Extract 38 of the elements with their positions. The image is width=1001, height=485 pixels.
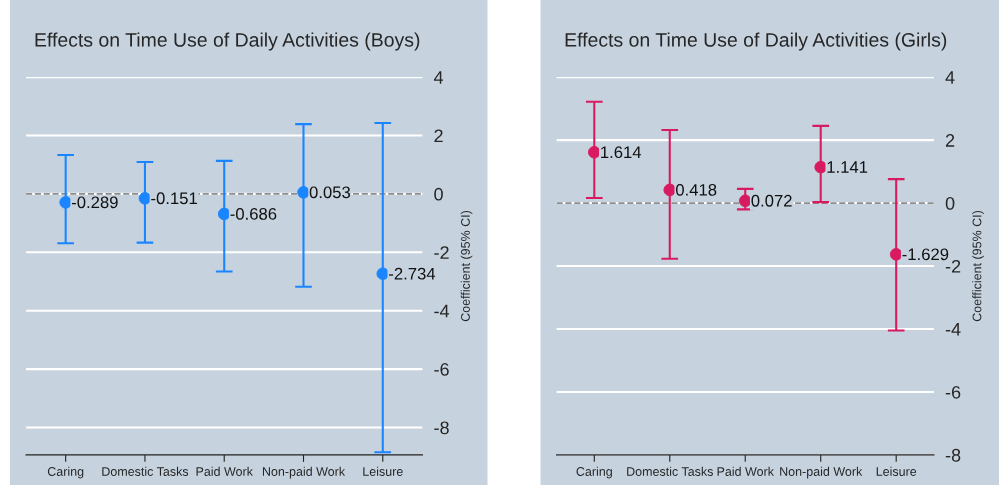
data-label: -0.151 [151, 192, 197, 205]
x-tick-label: Caring [576, 466, 612, 479]
y-tick-label: -8 [945, 448, 961, 462]
data-label: 0.053 [309, 186, 351, 199]
data-label: -2.734 [389, 267, 436, 280]
y-tick-label: -2 [434, 246, 449, 259]
y-tick-label: 2 [434, 129, 443, 143]
data-label: -0.289 [71, 196, 118, 209]
x-tick-label: Paid Work [196, 466, 253, 476]
x-tick-label: Non-paid Work [262, 466, 346, 479]
data-label: 1.141 [827, 161, 868, 173]
y-axis-title: Coefficient (95% CI) [972, 210, 984, 322]
x-tick-label: Leisure [363, 466, 403, 476]
y-tick-label: 0 [434, 187, 443, 201]
x-tick-label: Domestic Tasks [627, 466, 713, 476]
data-label: -0.686 [230, 208, 277, 220]
y-tick-label: 4 [433, 71, 444, 84]
y-tick-label: -2 [945, 259, 961, 273]
data-label: 0.072 [751, 194, 792, 207]
chart-title: Effects on Time Use of Daily Activities (Girls) [565, 32, 947, 51]
y-tick-label: 0 [945, 196, 955, 210]
data-label: 0.418 [675, 183, 717, 196]
x-tick-label: Domestic Tasks [102, 466, 189, 476]
chart-title: Effects on Time Use of Daily Activities (Boys) [35, 32, 420, 51]
x-tick-label: Non-paid Work [780, 466, 863, 479]
y-tick-label: 2 [945, 134, 955, 147]
y-tick-label: -4 [945, 323, 961, 336]
x-tick-label: Paid Work [717, 466, 774, 476]
x-tick-label: Leisure [876, 466, 917, 476]
x-tick-label: Caring [47, 466, 84, 479]
y-axis-title: Coefficient (95% CI) [460, 210, 473, 322]
data-label: -1.629 [902, 248, 949, 261]
y-tick-label: 4 [945, 71, 955, 84]
data-label: 1.614 [601, 146, 642, 159]
y-tick-label: -6 [945, 385, 961, 399]
y-tick-label: -4 [434, 304, 450, 318]
y-tick-label: -6 [434, 363, 449, 376]
y-tick-label: -8 [434, 421, 449, 435]
